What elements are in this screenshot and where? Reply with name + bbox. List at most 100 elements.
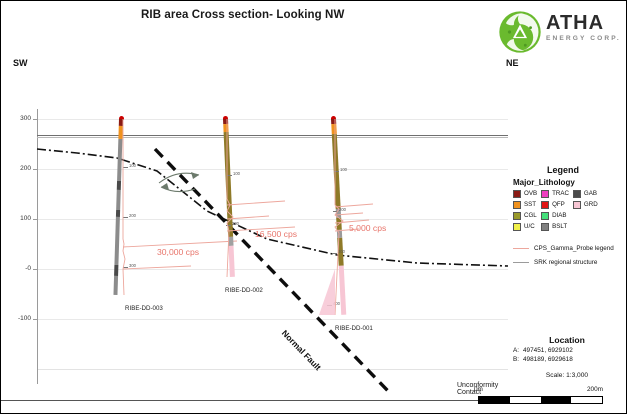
depth-tick-label-100: 100	[233, 171, 240, 176]
gridline-300	[37, 119, 508, 120]
legend-item-cgl[interactable]: CGL	[513, 211, 537, 221]
location-key-a: A:	[513, 347, 520, 354]
legend-item-diab[interactable]: DIAB	[541, 211, 569, 221]
depth-tick-100	[227, 175, 232, 176]
legend-item-sst[interactable]: SST	[513, 200, 537, 210]
legend-column-2: TRAC QFP DIAB BSLT	[541, 189, 569, 233]
scale-text: Scale: 1:3,000	[545, 372, 589, 379]
legend-label-grd: GRD	[583, 201, 598, 209]
gridline-200	[37, 169, 508, 170]
legend-label-uc: U/C	[524, 223, 535, 231]
depth-tick-label-200: 200	[339, 207, 346, 212]
scalebar-baseline	[1, 400, 478, 401]
legend-item-uc[interactable]: U/C	[513, 222, 537, 232]
legend-column-1: OVB SST CGL U/C	[513, 189, 537, 233]
ground-surface-line	[37, 135, 508, 136]
company-logo: ATHA ENERGY CORP.	[498, 9, 623, 55]
legend-item-qfp[interactable]: QFP	[541, 200, 569, 210]
y-tick-label-minus100: -100	[17, 315, 31, 322]
normal-fault-label: Normal Fault	[280, 323, 339, 372]
legend-label-cps-gamma: CPS_Gamma_Probe legend	[534, 245, 614, 252]
swatch-uc-icon	[513, 222, 521, 231]
location-value-a: 497451, 6929102	[523, 347, 573, 354]
scalebar-min-label: 0m	[474, 386, 483, 393]
legend-label-ovb: OVB	[524, 190, 538, 198]
gamma-probe-trace-002	[226, 119, 296, 278]
legend-item-cps-gamma[interactable]: CPS_Gamma_Probe legend	[513, 245, 623, 252]
atha-circular-logo-icon	[499, 11, 541, 53]
gridline-bottom	[37, 369, 508, 370]
cps-label-001: 5,000 cps	[349, 223, 387, 233]
depth-tick-200	[123, 217, 128, 218]
unconformity-contact-line	[36, 148, 509, 267]
srk-structure-line-icon	[513, 262, 529, 263]
gridline-100	[37, 219, 508, 220]
srk-regional-structure-line	[37, 137, 508, 138]
legend-label-cgl: CGL	[524, 212, 537, 220]
logo-company-tagline: ENERGY CORP.	[546, 35, 621, 42]
legend-lithology-title: Major_Lithology	[513, 178, 575, 187]
y-tick-200	[33, 169, 38, 170]
depth-tick-label-300: 300	[338, 249, 345, 254]
y-tick-label-200: 200	[20, 165, 31, 172]
depth-tick-label-200: 200	[129, 213, 136, 218]
scalebar-seg-1	[479, 397, 510, 403]
y-tick-label-0: -0	[25, 265, 31, 272]
gridline-minus100	[37, 319, 508, 320]
direction-label-sw: SW	[13, 58, 28, 68]
legend-label-qfp: QFP	[552, 201, 565, 209]
legend-label-srk-structure: SRK regional structure	[534, 259, 598, 266]
location-panel: Location A: 497451, 6929102 B: 498189, 6…	[513, 335, 623, 379]
y-axis	[37, 109, 38, 384]
legend-lithology-grid: OVB SST CGL U/C TRAC	[513, 189, 623, 233]
depth-tick-label-100: 100	[129, 163, 136, 168]
y-tick-300	[33, 119, 38, 120]
location-row-b: B: 498189, 6929618	[513, 356, 623, 363]
swatch-diab-icon	[541, 211, 550, 220]
swatch-sst-icon	[513, 200, 521, 209]
legend-item-ovb[interactable]: OVB	[513, 189, 537, 199]
depth-tick-100	[334, 171, 339, 172]
scalebar	[478, 396, 603, 404]
swatch-bslt-icon	[541, 222, 550, 231]
depth-tick-300	[123, 267, 128, 268]
direction-label-ne: NE	[506, 58, 519, 68]
y-tick-minus100	[33, 319, 38, 320]
drillhole-002-label: RIBE-DD-002	[225, 287, 263, 294]
fault-movement-arrow-icon	[158, 172, 200, 193]
y-tick-label-300: 300	[20, 115, 31, 122]
legend-title: Legend	[546, 165, 579, 175]
depth-tick-200	[226, 225, 231, 226]
legend-item-gab[interactable]: GAB	[572, 189, 598, 199]
unconformity-contact-label: Unconformity Contact	[457, 382, 499, 396]
scalebar-seg-3	[540, 397, 572, 403]
depth-tick-label-300: 300	[129, 263, 136, 268]
y-tick-label-100: 100	[20, 215, 31, 222]
location-value-b: 498189, 6929618	[523, 356, 573, 363]
drillhole-001-label: RIBE-DD-001	[335, 325, 373, 332]
legend-label-bslt: BSLT	[552, 223, 568, 231]
legend-label-sst: SST	[524, 201, 537, 209]
legend-item-trac[interactable]: TRAC	[541, 189, 569, 199]
depth-tick-label-400: 400	[333, 301, 340, 306]
location-row-a: A: 497451, 6929102	[513, 347, 623, 354]
legend-label-diab: DIAB	[552, 212, 567, 220]
depth-tick-label-200: 200	[232, 221, 239, 226]
depth-tick-200	[333, 211, 338, 212]
legend-column-3: GAB GRD	[572, 189, 598, 233]
scalebar-seg-4	[571, 397, 602, 403]
legend-item-bslt[interactable]: BSLT	[541, 222, 569, 232]
scalebar-seg-2	[509, 397, 541, 403]
logo-wordmark: ATHA ENERGY CORP.	[546, 12, 621, 43]
swatch-grd-icon	[572, 200, 581, 209]
legend-item-srk-structure[interactable]: SRK regional structure	[513, 259, 623, 266]
cross-section-plot: 300 200 100 -0 -100 Unconformity Contact…	[18, 101, 509, 396]
lith-seg-bslt-4	[113, 275, 119, 295]
lith-seg-gab-3	[114, 264, 119, 276]
swatch-gab-icon	[572, 189, 581, 198]
depth-tick-label-100: 100	[340, 167, 347, 172]
y-tick-0	[33, 269, 38, 270]
depth-tick-100	[123, 167, 128, 168]
legend-item-grd[interactable]: GRD	[572, 200, 598, 210]
logo-company-name: ATHA	[546, 12, 605, 34]
